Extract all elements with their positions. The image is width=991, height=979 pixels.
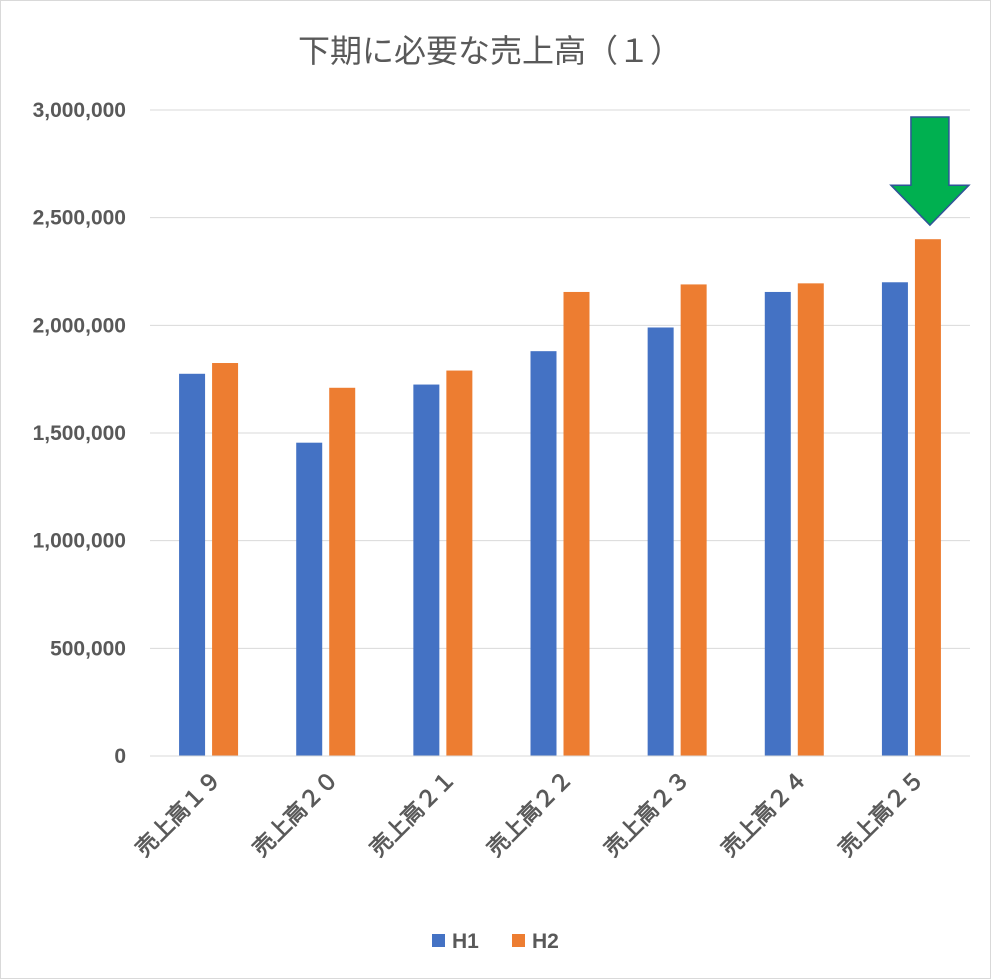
gridlines (150, 109, 970, 757)
x-axis-tick-labels: 売上高１９ 売上高２０ 売上高２１ 売上高２２ 売上高２３ 売上高２４ 売上高２５ (131, 766, 930, 862)
x-tick-label: 売上高２５ (833, 766, 929, 862)
bar-h1-7 (881, 282, 908, 756)
chart-title: 下期に必要な売上高（１） (298, 32, 682, 70)
y-tick-label: 0 (114, 745, 126, 768)
bar-h2-5 (680, 284, 707, 756)
legend: H1 H2 (432, 930, 559, 953)
bars (150, 239, 970, 757)
legend-label: H1 (452, 930, 479, 953)
y-tick-label: 2,000,000 (33, 314, 126, 337)
down-arrow-icon (889, 116, 971, 227)
y-axis-tick-labels: 0 500,000 1,000,000 1,500,000 2,000,000 2,500… (33, 99, 126, 768)
y-tick-label: 1,500,000 (33, 422, 126, 445)
x-tick-label: 売上高２０ (248, 766, 344, 862)
legend-swatch (512, 934, 525, 947)
x-tick-label: 売上高１９ (131, 766, 227, 862)
x-tick-label: 売上高２２ (482, 766, 578, 862)
bar-h2-3 (446, 370, 473, 756)
bar-h1-4 (530, 351, 557, 756)
y-tick-label: 2,500,000 (33, 207, 126, 230)
bar-h1-1 (179, 373, 206, 756)
bar-h2-1 (212, 363, 239, 756)
legend-swatch (432, 934, 445, 947)
bar-h2-2 (329, 387, 356, 756)
y-tick-label: 3,000,000 (33, 99, 126, 122)
bar-h1-6 (764, 291, 791, 756)
bar-h1-2 (296, 442, 323, 756)
legend-label: H2 (532, 930, 559, 953)
x-tick-label: 売上高２３ (599, 766, 695, 862)
bar-h2-4 (563, 291, 590, 756)
annotation-arrow (889, 116, 971, 227)
y-tick-label: 500,000 (50, 637, 126, 660)
bar-h2-7 (914, 239, 941, 756)
bar-h1-3 (413, 384, 440, 756)
y-tick-label: 1,000,000 (33, 530, 126, 553)
x-tick-label: 売上高２１ (365, 766, 461, 862)
x-tick-label: 売上高２４ (716, 766, 812, 862)
bar-h2-6 (797, 283, 824, 756)
bar-h1-5 (647, 327, 674, 756)
